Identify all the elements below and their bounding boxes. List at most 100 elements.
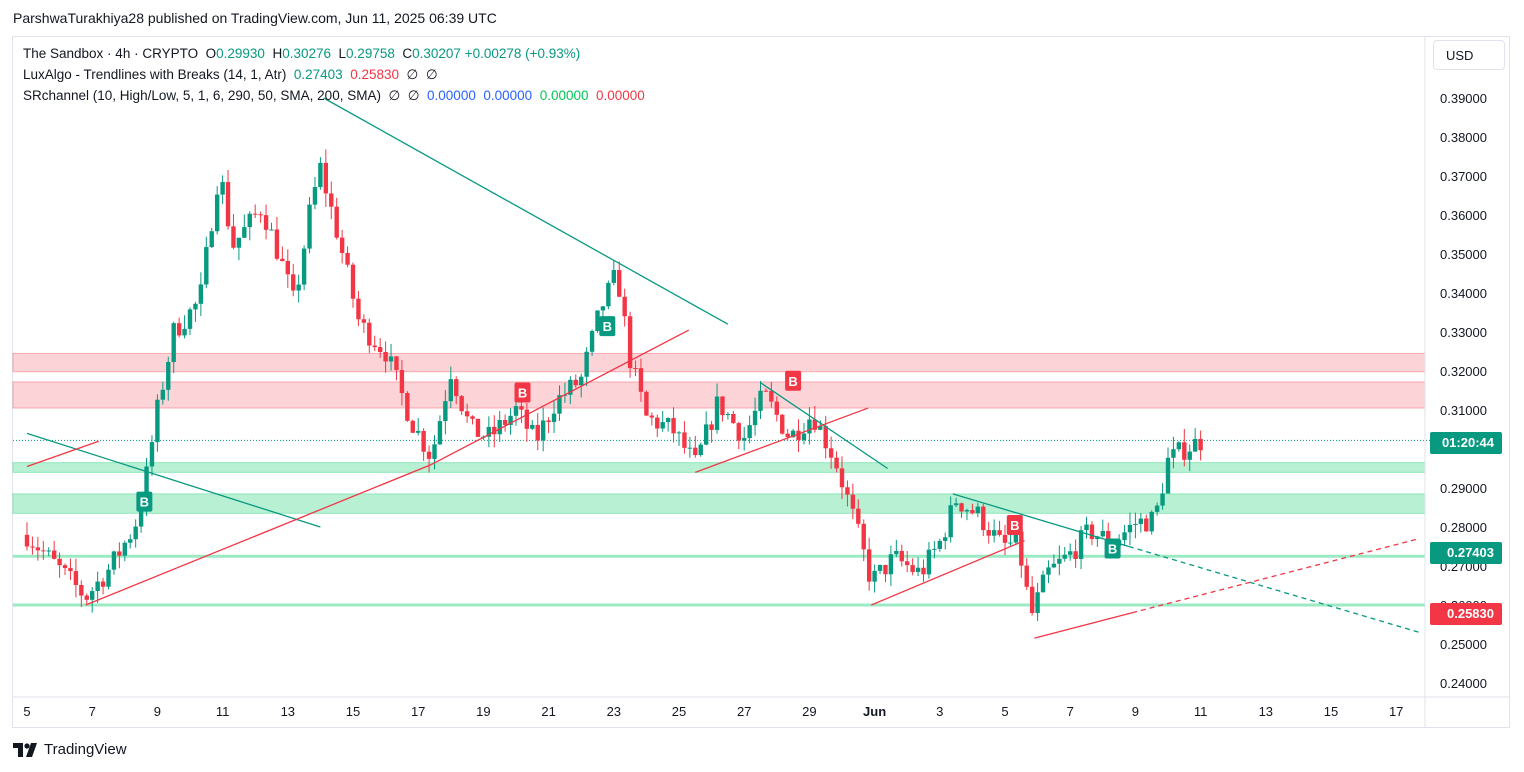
candle <box>638 358 644 402</box>
candle-body <box>122 542 127 556</box>
candle <box>214 186 220 235</box>
candle <box>905 551 910 573</box>
candle <box>524 403 530 442</box>
candle-body <box>513 406 519 416</box>
candle <box>736 421 741 450</box>
candle <box>345 246 350 268</box>
candle-body <box>1122 532 1127 541</box>
candle <box>1149 510 1154 535</box>
candle-body <box>90 591 95 600</box>
time-tick-label: 13 <box>281 704 295 719</box>
candle <box>894 539 899 558</box>
indicator1-na-2: ∅ <box>425 67 438 82</box>
candle-body <box>388 356 394 362</box>
candle-body <box>383 351 388 362</box>
candle-body <box>698 444 703 456</box>
candle <box>388 343 394 371</box>
publisher-line: ParshwaTurakhiya28 published on TradingV… <box>13 10 497 26</box>
candle <box>872 564 877 593</box>
time-tick-label: 5 <box>1001 704 1008 719</box>
candle-body <box>606 282 611 307</box>
candle-body <box>600 306 606 311</box>
resistance-trendline <box>1128 545 1420 633</box>
candle-body <box>823 426 828 449</box>
candle-body <box>41 550 46 552</box>
candle-body <box>731 413 736 424</box>
break-label-box <box>785 370 802 391</box>
time-tick-label: 21 <box>541 704 555 719</box>
candle <box>204 236 209 289</box>
candle <box>807 407 812 445</box>
candle <box>1176 441 1182 452</box>
candle <box>111 550 117 575</box>
candle <box>926 541 932 579</box>
candle <box>959 502 964 518</box>
candle-body <box>1002 534 1008 543</box>
candle <box>263 204 269 240</box>
candle <box>171 321 176 374</box>
candle-body <box>997 530 1002 535</box>
candle <box>95 571 100 604</box>
candle <box>953 497 959 507</box>
break-labels: B B B B B B <box>136 316 1121 559</box>
candle <box>671 407 676 443</box>
indicator1-value-2: 0.25830 <box>350 67 400 82</box>
candle-body <box>1089 524 1095 540</box>
time-tick-label: 9 <box>154 704 161 719</box>
candle <box>866 537 872 591</box>
candle-body <box>231 226 236 248</box>
candle-body <box>497 420 502 435</box>
legend-indicator-2[interactable]: SRchannel (10, High/Low, 5, 1, 6, 290, 5… <box>23 88 645 104</box>
candle-body <box>785 433 790 438</box>
candle <box>508 408 513 435</box>
candle-body <box>866 549 872 582</box>
candle-body <box>502 420 508 425</box>
candle <box>242 214 247 239</box>
price-tick-label: 0.38000 <box>1440 130 1487 145</box>
candle-body <box>296 284 301 291</box>
candle-body <box>796 430 801 441</box>
break-label: B <box>1006 515 1023 536</box>
candle <box>888 545 894 586</box>
candle <box>372 335 377 352</box>
time-tick-label: 27 <box>737 704 751 719</box>
candle-body <box>464 411 470 417</box>
candle <box>470 415 475 425</box>
candle <box>459 395 464 415</box>
candle-body <box>970 510 975 514</box>
candle-body <box>1138 518 1144 524</box>
legend-symbol-line: The Sandbox · 4h · CRYPTO O0.29930 H0.30… <box>23 46 580 61</box>
symbol-name[interactable]: The Sandbox · 4h · CRYPTO <box>23 46 199 61</box>
candle-body <box>35 547 41 551</box>
high-value: 0.30276 <box>282 46 332 61</box>
candle-body <box>73 571 79 585</box>
candle <box>1035 582 1040 621</box>
candle <box>236 237 242 261</box>
candle <box>834 451 839 473</box>
candle <box>285 249 290 288</box>
resistance-trendline <box>952 493 1130 548</box>
candle-body <box>676 432 682 434</box>
candle <box>307 197 312 254</box>
candle-body <box>1051 563 1057 568</box>
candle-body <box>301 248 307 285</box>
break-label-box <box>1104 538 1121 559</box>
candle-body <box>948 505 953 538</box>
tradingview-logo[interactable]: TradingView <box>13 741 127 758</box>
candle-body <box>943 537 948 541</box>
candle <box>693 435 698 458</box>
time-tick-label: Jun <box>863 704 886 719</box>
candle <box>280 246 285 262</box>
candle-body <box>524 409 530 429</box>
candle-body <box>1192 438 1198 452</box>
support-trendline <box>1034 612 1133 639</box>
candle-body <box>769 390 774 402</box>
trendlines <box>26 97 1420 639</box>
break-label-box <box>599 316 616 337</box>
legend-indicator-1[interactable]: LuxAlgo - Trendlines with Breaks (14, 1,… <box>23 67 438 83</box>
time-tick-label: 7 <box>1067 704 1074 719</box>
candle-body <box>1024 565 1029 587</box>
chart-frame[interactable] <box>12 36 1510 728</box>
currency-button[interactable]: USD <box>1433 40 1505 70</box>
